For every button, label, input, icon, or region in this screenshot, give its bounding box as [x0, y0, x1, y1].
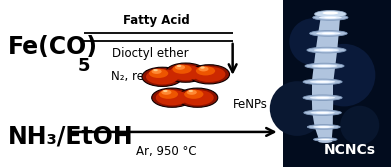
Ellipse shape [303, 95, 342, 101]
Ellipse shape [314, 49, 339, 52]
Polygon shape [312, 113, 333, 127]
Ellipse shape [177, 65, 181, 67]
Ellipse shape [189, 65, 230, 84]
Ellipse shape [152, 88, 192, 107]
Text: N₂, reflux: N₂, reflux [111, 70, 166, 83]
Ellipse shape [184, 90, 203, 99]
Ellipse shape [307, 125, 340, 129]
Ellipse shape [316, 97, 329, 98]
Ellipse shape [322, 33, 335, 34]
Ellipse shape [187, 90, 197, 95]
Polygon shape [312, 82, 333, 98]
Ellipse shape [289, 18, 336, 65]
Ellipse shape [151, 69, 161, 74]
Ellipse shape [307, 47, 346, 53]
Ellipse shape [318, 126, 330, 128]
Ellipse shape [310, 31, 347, 36]
Ellipse shape [163, 90, 168, 92]
Ellipse shape [321, 139, 330, 140]
Ellipse shape [324, 17, 337, 18]
Ellipse shape [310, 96, 335, 99]
Ellipse shape [169, 65, 202, 80]
Ellipse shape [175, 65, 185, 70]
Polygon shape [316, 33, 339, 50]
Ellipse shape [142, 67, 183, 87]
Ellipse shape [188, 90, 193, 92]
Ellipse shape [314, 138, 337, 141]
Ellipse shape [193, 67, 226, 82]
Ellipse shape [310, 80, 335, 83]
Ellipse shape [323, 12, 338, 15]
Ellipse shape [181, 90, 214, 105]
Polygon shape [312, 98, 333, 113]
Ellipse shape [200, 66, 205, 69]
Ellipse shape [177, 88, 218, 107]
Ellipse shape [310, 111, 335, 114]
Text: Fatty Acid: Fatty Acid [123, 14, 190, 27]
Ellipse shape [318, 139, 333, 140]
Polygon shape [318, 18, 340, 33]
Ellipse shape [156, 90, 188, 105]
Text: Ar, 950 °C: Ar, 950 °C [136, 145, 197, 158]
Ellipse shape [165, 63, 206, 82]
Ellipse shape [304, 110, 341, 115]
Ellipse shape [303, 79, 342, 85]
Ellipse shape [313, 126, 334, 128]
Ellipse shape [305, 63, 344, 69]
Text: NH₃/EtOH: NH₃/EtOH [8, 125, 133, 149]
Ellipse shape [319, 16, 342, 19]
Bar [283, 0, 391, 167]
Ellipse shape [153, 69, 158, 71]
Ellipse shape [172, 65, 192, 74]
Ellipse shape [316, 81, 329, 82]
Ellipse shape [313, 15, 348, 20]
Text: Dioctyl ether: Dioctyl ether [112, 47, 189, 60]
Ellipse shape [316, 112, 329, 113]
Ellipse shape [159, 90, 178, 99]
Polygon shape [312, 66, 335, 82]
Ellipse shape [316, 32, 341, 35]
Ellipse shape [313, 44, 375, 106]
Polygon shape [315, 127, 333, 139]
Ellipse shape [270, 81, 325, 136]
Ellipse shape [196, 66, 215, 75]
Text: FeNPs: FeNPs [233, 98, 267, 111]
Text: Fe(CO): Fe(CO) [8, 35, 98, 59]
Ellipse shape [318, 65, 331, 67]
Ellipse shape [161, 90, 171, 95]
Text: 5: 5 [77, 57, 90, 75]
Ellipse shape [312, 65, 337, 67]
Polygon shape [314, 50, 337, 66]
Text: NCNCs: NCNCs [324, 143, 376, 157]
Ellipse shape [314, 11, 346, 18]
Ellipse shape [320, 49, 333, 51]
Ellipse shape [146, 69, 179, 85]
Ellipse shape [198, 66, 208, 71]
Ellipse shape [340, 106, 379, 145]
Ellipse shape [149, 69, 168, 78]
Ellipse shape [318, 140, 332, 143]
